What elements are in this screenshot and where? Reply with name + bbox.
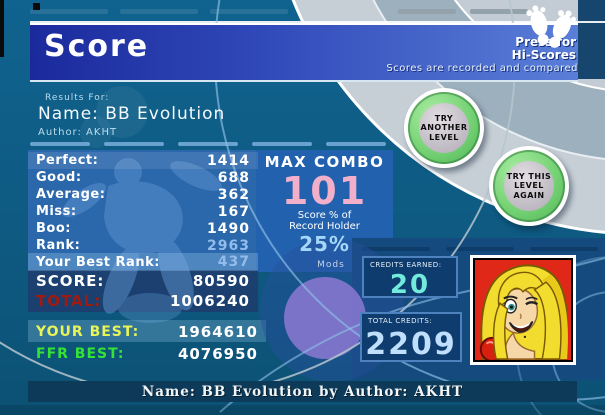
record-pct-label-1: Score % of: [297, 210, 352, 221]
stat-row-best-rank: Your Best Rank: 437: [28, 253, 258, 271]
stat-value: 167: [217, 203, 250, 220]
button-label-line: ANOTHER: [420, 123, 468, 133]
press-for-line2: Hi-Scores: [511, 48, 576, 62]
stat-label: Good:: [36, 170, 82, 185]
record-pct-value: 25%: [299, 232, 350, 256]
max-combo-value: 101: [281, 169, 368, 213]
stat-row-perfect: Perfect: 1414: [28, 152, 258, 169]
credits-earned-box: CREDITS EARNED: 20: [362, 256, 458, 300]
total-credits-box: TOTAL CREDITS: 2209: [360, 312, 462, 362]
ffr-best-label: FFR BEST:: [36, 345, 125, 362]
button-label-line: LEVEL: [514, 181, 544, 191]
credits-earned-label: CREDITS EARNED:: [370, 261, 442, 269]
record-pct-label-2: Record Holder: [289, 221, 360, 232]
stat-row-average: Average: 362: [28, 186, 258, 203]
page-title: Score: [44, 29, 150, 64]
stat-row-rank: Rank: 2963: [28, 237, 258, 254]
stat-row-boo: Boo: 1490: [28, 220, 258, 237]
score-value: 80590: [192, 272, 250, 290]
stat-label: Miss:: [36, 204, 77, 219]
stat-label: Perfect:: [36, 153, 99, 168]
button-green-ring: TRY THIS LEVEL AGAIN: [493, 150, 565, 222]
ffr-best-value: 4076950: [177, 344, 258, 363]
stat-value: 1490: [207, 220, 250, 237]
your-best-label: YOUR BEST:: [36, 323, 140, 340]
stat-value: 362: [217, 186, 250, 203]
avatar-girl-illustration: [475, 261, 571, 360]
footprints-icon[interactable]: [521, 1, 579, 51]
title-bar: [30, 23, 578, 82]
song-name: Name: BB Evolution: [38, 104, 226, 124]
total-credits-value: 2209: [365, 327, 457, 362]
button-label-line: LEVEL: [429, 132, 459, 142]
button-label-line: TRY: [434, 113, 454, 123]
stat-value: 2963: [207, 237, 250, 254]
song-author: Author: AKHT: [38, 127, 118, 138]
max-combo-title: MAX COMBO: [264, 153, 385, 171]
stat-row-miss: Miss: 167: [28, 203, 258, 220]
results-for-label: Results For:: [45, 93, 110, 103]
panel-dashes: [30, 142, 386, 146]
try-another-level-button[interactable]: TRY ANOTHER LEVEL: [404, 88, 484, 168]
top-dashes: [30, 9, 528, 14]
stat-label: Your Best Rank:: [36, 254, 160, 270]
footer-song-info: Name: BB Evolution by Author: AKHT: [141, 383, 464, 400]
dancer-silhouette: [61, 158, 222, 323]
total-label: TOTAL:: [36, 292, 102, 310]
footer-bar: Name: BB Evolution by Author: AKHT: [28, 381, 577, 402]
mods-button[interactable]: Mods: [317, 260, 345, 270]
stat-label: Boo:: [36, 221, 71, 236]
credits-dashes: [362, 247, 598, 251]
button-label-line: TRY THIS: [506, 171, 552, 181]
your-best-value: 1964610: [177, 322, 258, 341]
stat-label: Average:: [36, 187, 106, 202]
stat-row-good: Good: 688: [28, 169, 258, 186]
player-avatar: [470, 255, 576, 365]
score-row: SCORE: 80590: [28, 271, 258, 291]
scores-recorded-note: Scores are recorded and compared: [386, 63, 578, 74]
your-best-row: YOUR BEST: 1964610: [28, 321, 266, 342]
stat-value: 688: [217, 169, 250, 186]
total-value: 1006240: [169, 292, 250, 310]
credits-earned-value: 20: [389, 270, 431, 300]
try-this-level-again-button[interactable]: TRY THIS LEVEL AGAIN: [489, 146, 569, 226]
stat-label: Rank:: [36, 238, 81, 253]
ffr-best-row: FFR BEST: 4076950: [28, 343, 266, 364]
stat-value: 437: [217, 254, 250, 270]
button-label-line: AGAIN: [513, 190, 545, 200]
stat-value: 1414: [207, 152, 250, 169]
total-credits-label: TOTAL CREDITS:: [368, 317, 433, 325]
total-row: TOTAL: 1006240: [28, 291, 258, 311]
button-green-ring: TRY ANOTHER LEVEL: [408, 92, 480, 164]
score-label: SCORE:: [36, 272, 105, 290]
